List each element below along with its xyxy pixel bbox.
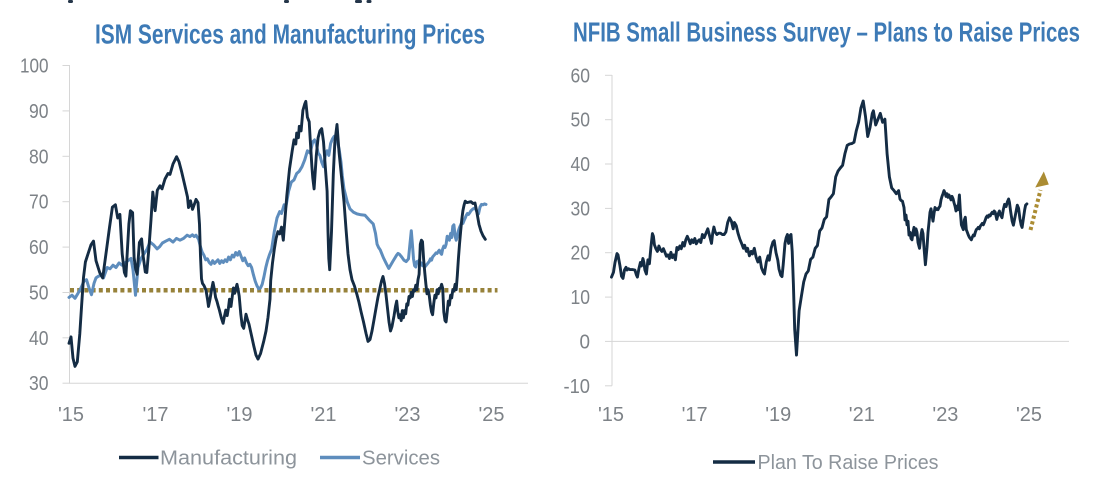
svg-text:Manufacturing: Manufacturing	[160, 448, 297, 470]
svg-text:0: 0	[580, 331, 591, 353]
svg-text:100: 100	[20, 56, 49, 78]
svg-text:30: 30	[29, 373, 49, 395]
svg-text:'25: '25	[479, 404, 505, 426]
svg-text:60: 60	[571, 65, 591, 87]
svg-text:'19: '19	[227, 404, 253, 426]
svg-text:Plan To Raise Prices: Plan To Raise Prices	[758, 452, 939, 474]
svg-text:-10: -10	[564, 376, 591, 398]
svg-text:50: 50	[571, 110, 591, 132]
svg-text:ISM Services and Manufacturing: ISM Services and Manufacturing Prices	[95, 19, 485, 50]
svg-text:'19: '19	[765, 404, 791, 426]
svg-text:'17: '17	[682, 404, 708, 426]
svg-text:30: 30	[571, 198, 591, 220]
svg-text:10: 10	[571, 287, 591, 309]
svg-text:20: 20	[571, 243, 591, 265]
svg-text:60: 60	[29, 237, 49, 259]
svg-text:70: 70	[29, 192, 49, 214]
svg-text:'15: '15	[598, 404, 624, 426]
svg-text:'15: '15	[58, 404, 84, 426]
svg-text:NFIB Small Business Survey – P: NFIB Small Business Survey – Plans to Ra…	[573, 16, 1080, 47]
svg-text:'25: '25	[1016, 404, 1042, 426]
svg-text:40: 40	[29, 328, 49, 350]
svg-text:'23: '23	[932, 404, 958, 426]
svg-text:40: 40	[571, 154, 591, 176]
svg-text:50: 50	[29, 283, 49, 305]
svg-text:90: 90	[29, 101, 49, 123]
svg-text:80: 80	[29, 146, 49, 168]
svg-text:Services: Services	[362, 448, 440, 470]
svg-text:'21: '21	[849, 404, 875, 426]
svg-text:'23: '23	[395, 404, 421, 426]
svg-text:'21: '21	[311, 404, 337, 426]
svg-text:'17: '17	[143, 404, 169, 426]
